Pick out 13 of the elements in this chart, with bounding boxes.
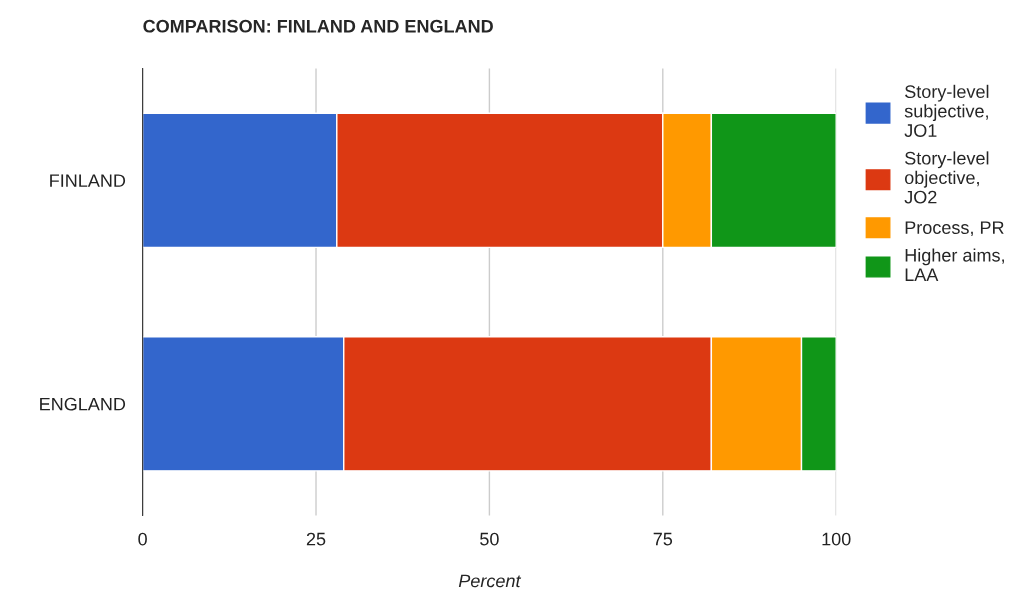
legend-label: Process, PR [905, 221, 1004, 237]
y-tick-label: ENGLAND [40, 397, 126, 411]
legend-label: Higher aims, LAA [905, 248, 1004, 281]
x-tick-label: 0 [138, 532, 147, 546]
legend-label: Story-level subjective, JO1 [904, 84, 989, 137]
legend-label: Story-level objective, JO2 [904, 151, 989, 204]
x-axis-title: Percent [458, 574, 522, 588]
x-tick-label: 50 [480, 532, 499, 546]
x-tick-label: 100 [822, 532, 851, 546]
y-tick-label: FINLAND [50, 174, 126, 187]
x-tick-label: 75 [653, 532, 673, 546]
chart-title: COMPARISON: FINLAND AND ENGLAND [143, 19, 493, 33]
x-tick-label: 25 [306, 532, 326, 546]
